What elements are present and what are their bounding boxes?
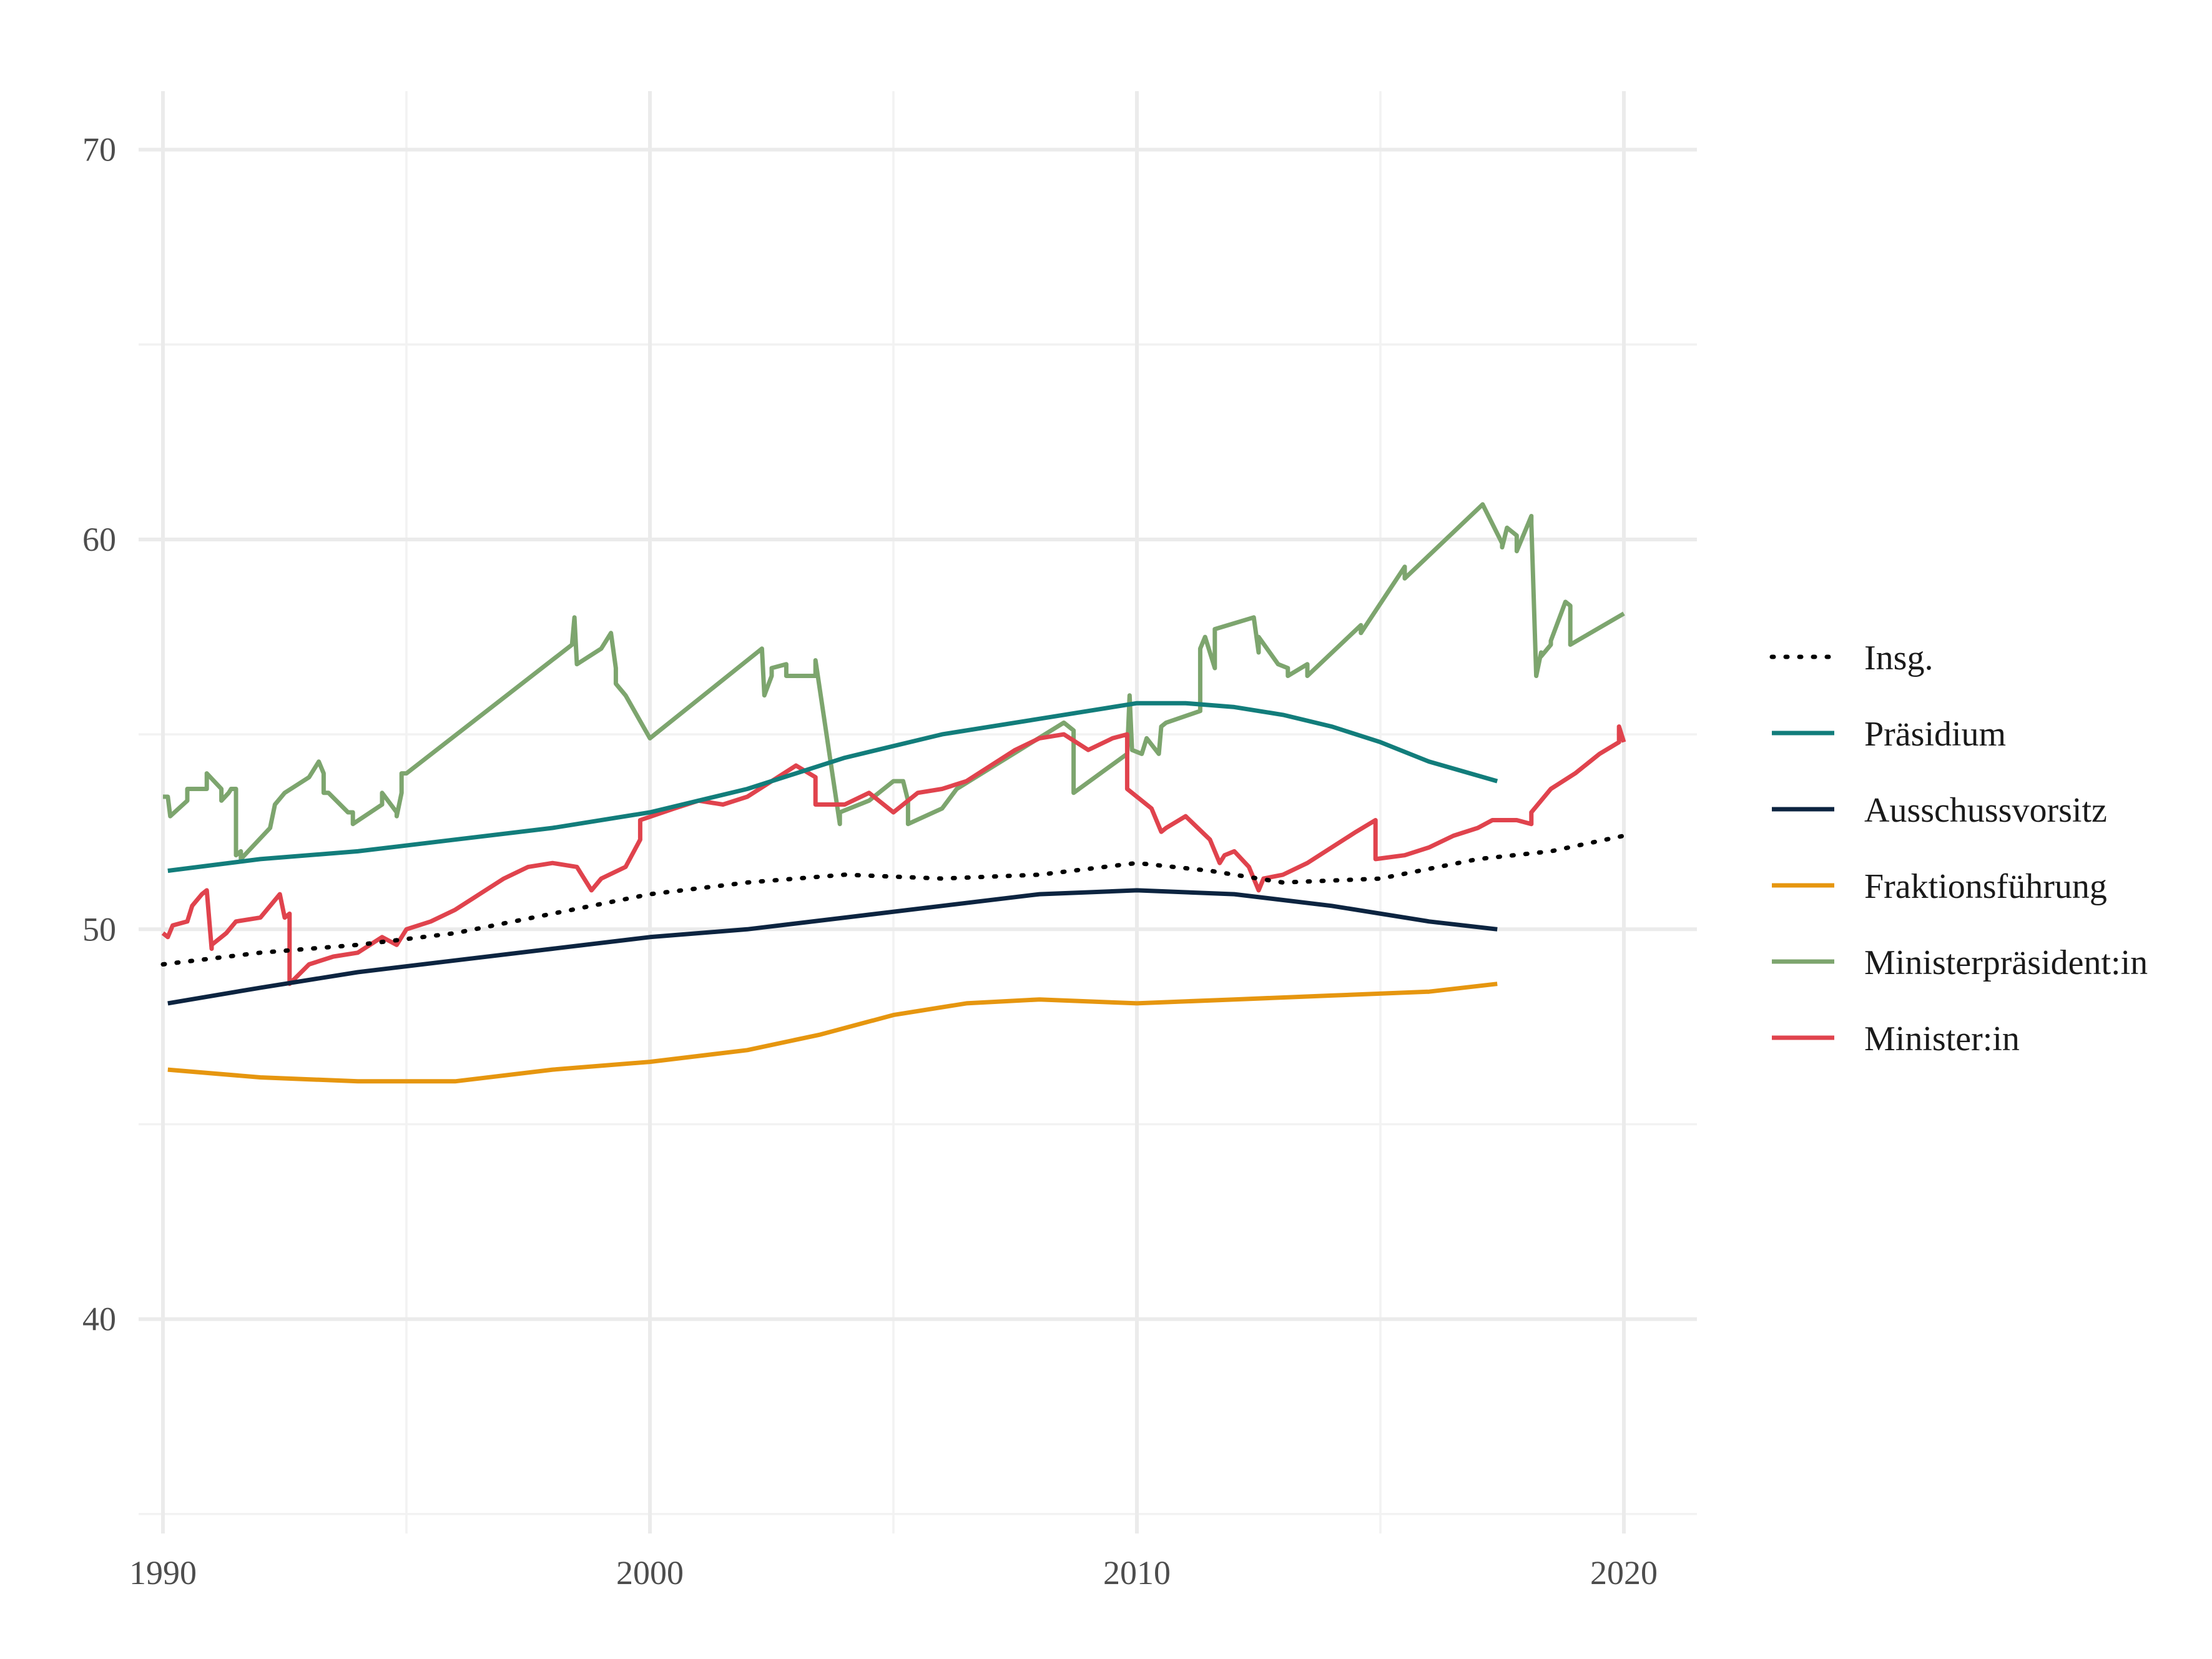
legend: Insg. Präsidium Ausschussvorsitz Fraktionsf… [1769,639,2148,1058]
series-line-0 [160,834,1626,967]
series-line-1 [167,701,1498,874]
legend-label-4: Ministerpräsident:in [1864,943,2148,982]
y-tick-label: 70 [82,131,116,169]
x-tick-label: 2000 [616,1554,684,1592]
y-axis: 40 50 60 70 [82,131,116,1338]
series-line-2 [167,888,1498,1006]
series-line-5 [161,724,1626,987]
y-tick-label: 50 [82,910,116,948]
series-line-4 [163,502,1625,862]
x-tick-label: 2020 [1590,1554,1658,1592]
grid-lines [139,91,1697,1533]
x-axis: 1990 2000 2010 2020 [129,1554,1658,1592]
y-tick-label: 40 [82,1301,116,1338]
legend-label-3: Fraktionsführung [1864,867,2107,906]
x-tick-label: 1990 [129,1554,197,1592]
x-tick-label: 2010 [1103,1554,1171,1592]
legend-label-0: Insg. [1864,639,1933,677]
legend-label-1: Präsidium [1864,715,2006,754]
series-line-3 [167,982,1498,1084]
legend-label-2: Ausschussvorsitz [1864,791,2107,830]
series-lines [160,502,1626,1084]
y-tick-label: 60 [82,521,116,558]
legend-label-5: Minister:in [1864,1020,2020,1058]
